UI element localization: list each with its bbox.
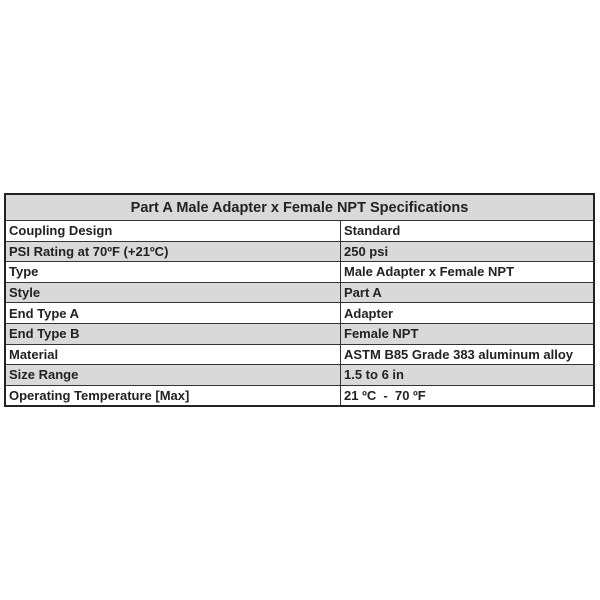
spec-label: Operating Temperature [Max] (4, 384, 341, 407)
spec-value: 21 ºC - 70 ºF (340, 384, 595, 407)
table-row: Style Part A (4, 281, 595, 304)
spec-value: Part A (340, 281, 595, 304)
spec-label: PSI Rating at 70ºF (+21ºC) (4, 240, 341, 263)
table-title: Part A Male Adapter x Female NPT Specifi… (4, 193, 595, 221)
spec-label: End Type A (4, 302, 341, 324)
spec-label: Material (4, 343, 341, 366)
table-row: Operating Temperature [Max] 21 ºC - 70 ºF (4, 384, 595, 407)
table-title-row: Part A Male Adapter x Female NPT Specifi… (4, 193, 595, 221)
spec-value: Female NPT (340, 322, 595, 345)
spec-label: Type (4, 261, 341, 283)
spec-label: Size Range (4, 364, 341, 386)
spec-value: Male Adapter x Female NPT (340, 261, 595, 283)
spec-value: 250 psi (340, 240, 595, 263)
spec-value: Adapter (340, 302, 595, 324)
table-row: End Type B Female NPT (4, 322, 595, 345)
spec-value: Standard (340, 220, 595, 242)
spec-label: Style (4, 281, 341, 304)
table-row: Type Male Adapter x Female NPT (4, 261, 595, 283)
spec-value: ASTM B85 Grade 383 aluminum alloy (340, 343, 595, 366)
table-row: Size Range 1.5 to 6 in (4, 364, 595, 386)
table-row: End Type A Adapter (4, 302, 595, 324)
specifications-table: Part A Male Adapter x Female NPT Specifi… (4, 193, 595, 408)
table-row: PSI Rating at 70ºF (+21ºC) 250 psi (4, 240, 595, 263)
table-row: Material ASTM B85 Grade 383 aluminum allo… (4, 343, 595, 366)
table-row: Coupling Design Standard (4, 220, 595, 242)
spec-label: End Type B (4, 322, 341, 345)
spec-label: Coupling Design (4, 220, 341, 242)
spec-value: 1.5 to 6 in (340, 364, 595, 386)
